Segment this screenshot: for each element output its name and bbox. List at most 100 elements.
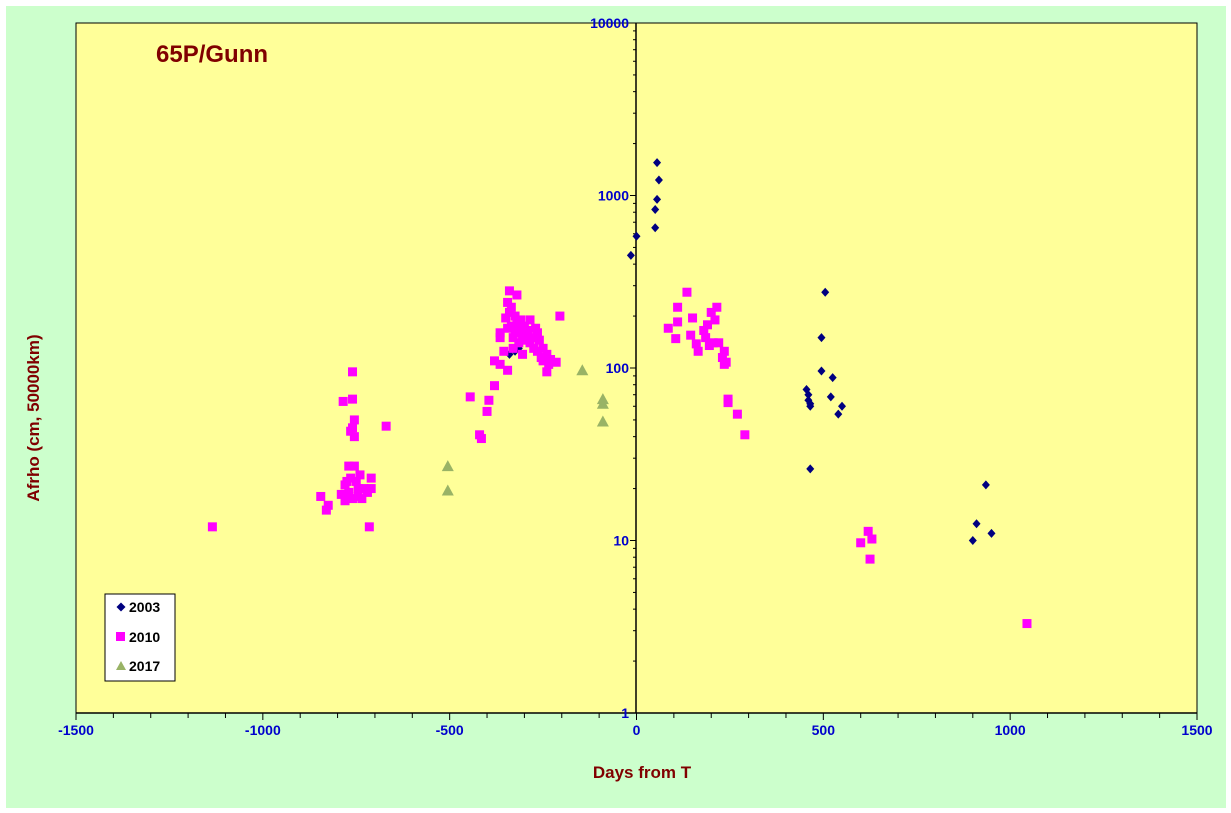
- data-point-2010: [338, 396, 348, 406]
- data-point-2010: [346, 473, 356, 483]
- data-point-2003: [817, 366, 826, 376]
- legend-label-2010: 2010: [129, 629, 160, 645]
- data-point-2010: [714, 338, 724, 348]
- data-point-2010: [490, 381, 500, 391]
- data-point-2003: [806, 464, 815, 474]
- data-point-2003: [821, 287, 830, 297]
- data-point-2003: [817, 333, 826, 343]
- data-point-2010: [691, 339, 701, 349]
- data-point-2010: [740, 430, 750, 440]
- data-point-2003: [838, 401, 847, 411]
- x-tick-label: 0: [633, 722, 641, 738]
- data-point-2010: [357, 494, 367, 504]
- data-point-2010: [499, 346, 509, 356]
- data-point-2010: [348, 494, 358, 504]
- y-tick-label: 10000: [590, 15, 629, 31]
- data-point-2010: [710, 315, 720, 325]
- data-point-2017: [576, 364, 589, 376]
- data-point-2010: [323, 500, 333, 510]
- data-point-2010: [712, 302, 722, 312]
- data-point-2003: [968, 536, 977, 545]
- data-point-2010: [366, 484, 376, 494]
- data-point-2010: [544, 359, 554, 369]
- x-tick-label: -1500: [58, 722, 94, 738]
- data-point-2010: [708, 338, 718, 348]
- data-point-2010: [348, 367, 358, 377]
- data-point-2003: [653, 158, 662, 168]
- x-axis-label: Days from T: [593, 763, 692, 782]
- data-point-2010: [721, 357, 731, 367]
- data-point-2003: [826, 392, 835, 402]
- data-point-2010: [495, 333, 505, 343]
- data-point-2017: [441, 484, 454, 496]
- data-point-2010: [688, 313, 698, 323]
- data-point-2010: [863, 526, 873, 536]
- data-point-2010: [538, 343, 548, 353]
- data-point-2010: [504, 307, 514, 317]
- data-point-2010: [867, 534, 877, 544]
- legend-label-2003: 2003: [129, 599, 160, 615]
- data-point-2010: [532, 328, 542, 338]
- data-point-2010: [340, 496, 350, 506]
- data-point-2010: [1022, 619, 1032, 629]
- data-point-2010: [525, 315, 535, 325]
- data-point-2003: [651, 204, 660, 214]
- data-marks: [207, 158, 1032, 629]
- data-point-2010: [207, 522, 217, 532]
- axes: -1500 -1000 -500 0 500 1000 1500 1 10 100 1000 1000…: [58, 15, 1213, 738]
- data-point-2010: [508, 343, 518, 353]
- data-point-2003: [804, 390, 813, 400]
- data-point-2010: [693, 346, 703, 356]
- data-point-2010: [723, 398, 733, 408]
- chart-title: 65P/Gunn: [156, 41, 268, 68]
- data-point-2003: [626, 250, 635, 260]
- data-point-2010: [495, 328, 505, 338]
- data-point-2010: [538, 356, 548, 366]
- data-point-2010: [531, 323, 541, 333]
- data-point-2010: [682, 287, 692, 297]
- y-tick-label: 10: [613, 533, 629, 549]
- data-point-2003: [828, 373, 837, 383]
- legend-label-2017: 2017: [129, 658, 160, 674]
- data-point-2010: [349, 461, 359, 471]
- chart-svg: -1500 -1000 -500 0 500 1000 1500 1 10 100 1000 1000…: [24, 15, 1213, 782]
- data-point-2010: [699, 325, 709, 335]
- data-point-2010: [542, 367, 552, 377]
- data-point-2010: [364, 522, 374, 532]
- data-point-2010: [732, 409, 742, 419]
- data-point-2003: [653, 194, 662, 204]
- data-point-2010: [381, 421, 391, 431]
- data-point-2010: [349, 432, 359, 442]
- data-point-2010: [512, 290, 522, 300]
- data-point-2003: [632, 231, 641, 241]
- data-point-2003: [654, 175, 663, 185]
- data-point-2010: [719, 346, 729, 356]
- legend-marker-2017: [116, 661, 126, 670]
- data-point-2010: [353, 484, 363, 494]
- data-point-2010: [501, 313, 511, 323]
- data-point-2017: [596, 415, 609, 427]
- legend-item-2010: 2010: [116, 629, 160, 645]
- data-point-2010: [706, 307, 716, 317]
- data-point-2010: [344, 487, 354, 497]
- data-point-2010: [534, 335, 544, 345]
- data-point-2010: [673, 317, 683, 327]
- y-tick-label: 1000: [598, 188, 629, 204]
- data-point-2010: [514, 338, 524, 348]
- x-tick-label: 1000: [995, 722, 1026, 738]
- legend-marker-2010: [116, 632, 125, 641]
- data-point-2003: [972, 519, 981, 529]
- data-point-2010: [351, 476, 361, 486]
- data-point-2010: [476, 434, 486, 444]
- x-tick-label: 1500: [1181, 722, 1212, 738]
- legend-item-2017: 2017: [116, 658, 160, 674]
- data-point-2003: [651, 223, 660, 233]
- data-point-2010: [516, 315, 526, 325]
- data-point-2010: [671, 334, 681, 344]
- data-point-2003: [806, 401, 815, 411]
- data-point-2010: [344, 461, 354, 471]
- data-point-2010: [663, 323, 673, 333]
- data-point-2010: [523, 325, 533, 335]
- data-point-2010: [551, 357, 561, 367]
- data-point-2010: [673, 302, 683, 312]
